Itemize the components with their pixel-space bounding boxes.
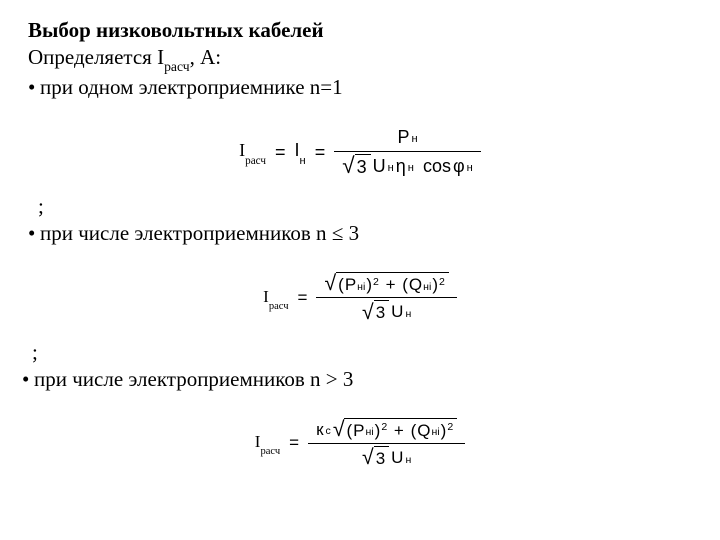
- kcs: с: [326, 425, 331, 438]
- lp1: (: [338, 274, 344, 295]
- Pni: нi: [357, 281, 365, 294]
- sym-eq2: =: [312, 142, 329, 163]
- intro-sub: расч: [164, 59, 190, 74]
- sym-rasch2: расч: [269, 301, 289, 312]
- bullet-dot: •: [28, 75, 40, 100]
- frac-3: кс √ (Pнi)2 + (Qнi)2 √ 3 Uн: [308, 416, 465, 472]
- plus2: +: [394, 420, 404, 441]
- Qni3: нi: [432, 426, 440, 439]
- sym-3b: 3: [376, 302, 385, 323]
- Q3: Q: [417, 420, 430, 441]
- sym-U: U: [373, 155, 386, 178]
- sym-Un: н: [388, 162, 394, 176]
- title: Выбор низковольтных кабелей: [28, 18, 692, 43]
- semicolon-1: ;: [38, 194, 692, 219]
- rp4: ): [441, 420, 447, 441]
- lp4: (: [411, 420, 417, 441]
- sq2: 2: [439, 276, 445, 289]
- rp1: ): [366, 274, 372, 295]
- bullet-dot: •: [22, 367, 34, 392]
- sym-eq4: =: [286, 433, 302, 453]
- U2: U: [391, 301, 403, 322]
- sqrt-5: √ 3: [362, 446, 389, 469]
- U3: U: [391, 447, 403, 468]
- lp2: (: [402, 274, 408, 295]
- sq3: 2: [381, 421, 387, 434]
- formula-1: Iрасч = Iн = Pн √ 3 Uн ηн cos φн: [28, 124, 692, 180]
- sym-eq: =: [272, 142, 289, 163]
- frac-2: √ (Pнi)2 + (Qнi)2 √ 3 Uн: [316, 270, 456, 326]
- sym-In: I: [295, 140, 300, 160]
- kc: к: [316, 419, 323, 440]
- sym-phi: φ: [453, 155, 465, 178]
- sym-etan: н: [408, 162, 414, 176]
- bullet-3: • при числе электроприемников n > 3: [22, 367, 692, 392]
- sym-eta: η: [396, 155, 406, 178]
- Un3: н: [405, 454, 411, 467]
- P3: P: [353, 420, 364, 441]
- sym-I2: I: [263, 287, 269, 306]
- sym-Pn: н: [411, 133, 417, 147]
- sym-phin: н: [467, 162, 473, 176]
- sym-n: н: [300, 155, 306, 167]
- rp3: ): [375, 420, 381, 441]
- semicolon-2: ;: [32, 340, 692, 365]
- sqrt-3: √ 3: [362, 300, 389, 323]
- bullet-3-text: при числе электроприемников n > 3: [34, 367, 353, 392]
- bullet-2: • при числе электроприемников n ≤ 3: [28, 221, 692, 246]
- sqrt-1: √ 3: [342, 154, 370, 179]
- Qni: нi: [423, 281, 431, 294]
- sym-cos: cos: [423, 155, 451, 178]
- bullet-1: • при одном электроприемнике n=1: [28, 75, 692, 100]
- frac-1: Pн √ 3 Uн ηн cos φн: [334, 124, 481, 180]
- plus1: +: [386, 274, 396, 295]
- sym-rasch3: расч: [260, 446, 280, 457]
- formula-2: Iрасч = √ (Pнi)2 + (Qнi)2 √ 3: [28, 270, 692, 326]
- intro-post: , А:: [190, 45, 222, 69]
- bullet-2-text: при числе электроприемников n ≤ 3: [40, 221, 359, 246]
- lp3: (: [346, 420, 352, 441]
- bullet-1-text: при одном электроприемнике n=1: [40, 75, 343, 100]
- sym-P: P: [397, 126, 409, 149]
- Un2: н: [405, 308, 411, 321]
- sq1: 2: [373, 276, 379, 289]
- formula-3: Iрасч = кс √ (Pнi)2 + (Qнi)2 √ 3: [28, 416, 692, 472]
- intro-line: Определяется Iрасч, А:: [28, 45, 692, 73]
- intro-pre: Определяется I: [28, 45, 164, 69]
- sqrt-4: √ (Pнi)2 + (Qнi)2: [333, 418, 457, 441]
- sym-3a: 3: [357, 156, 367, 179]
- bullet-dot: •: [28, 221, 40, 246]
- sq4: 2: [447, 421, 453, 434]
- Pni3: нi: [366, 426, 374, 439]
- sym-rasch: расч: [245, 155, 266, 167]
- sym-eq3: =: [295, 288, 311, 308]
- sym-3c: 3: [376, 448, 385, 469]
- Q2: Q: [409, 274, 422, 295]
- P2: P: [345, 274, 356, 295]
- sqrt-2: √ (Pнi)2 + (Qнi)2: [324, 272, 448, 295]
- rp2: ): [432, 274, 438, 295]
